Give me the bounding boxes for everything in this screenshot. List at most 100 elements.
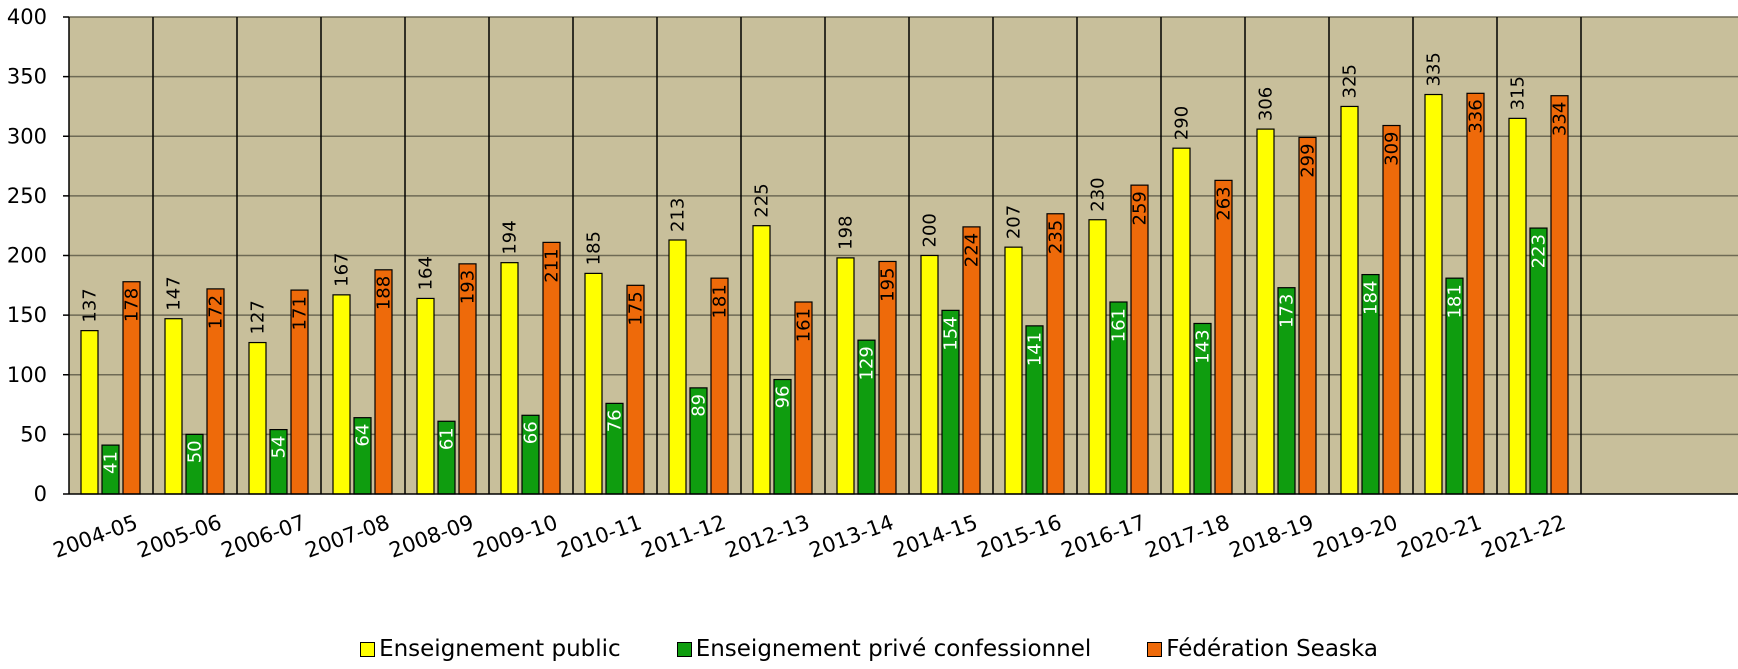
bar xyxy=(1130,184,1149,495)
data-labels-group: 137 41 178 147 50 172 127 54 171 167 64 188 164 61 193… xyxy=(80,52,1571,474)
legend-label-public: Enseignement public xyxy=(379,636,621,662)
data-label: 235 xyxy=(1046,220,1067,254)
data-label: 198 xyxy=(836,216,857,250)
bar xyxy=(500,262,519,495)
data-label: 141 xyxy=(1025,332,1046,366)
bar xyxy=(1382,124,1401,495)
y-tick-label: 350 xyxy=(7,65,47,89)
x-tick-label: 2013-14 xyxy=(806,510,897,563)
data-label: 263 xyxy=(1214,186,1235,220)
legend-swatch-private xyxy=(676,641,692,657)
y-tick-label: 250 xyxy=(7,184,47,208)
data-label: 167 xyxy=(332,252,353,286)
x-tick-label: 2020-21 xyxy=(1394,510,1485,563)
data-label: 193 xyxy=(458,270,479,304)
data-label: 335 xyxy=(1424,52,1445,86)
x-tick-label: 2006-07 xyxy=(218,510,309,563)
data-label: 259 xyxy=(1130,191,1151,225)
x-tick-label: 2010-11 xyxy=(554,510,645,563)
data-label: 195 xyxy=(878,267,899,301)
data-label: 325 xyxy=(1340,64,1361,98)
bar xyxy=(584,272,603,495)
bar xyxy=(1424,93,1443,495)
data-label: 185 xyxy=(584,231,605,265)
data-label: 225 xyxy=(752,183,773,217)
legend-swatch-seaska xyxy=(1147,641,1163,657)
x-tick-label: 2012-13 xyxy=(722,510,813,563)
data-label: 200 xyxy=(920,213,941,247)
data-label: 224 xyxy=(962,233,983,267)
y-tick-label: 0 xyxy=(34,482,47,506)
data-label: 173 xyxy=(1277,294,1298,328)
bar xyxy=(836,257,855,495)
data-label: 194 xyxy=(500,220,521,254)
bar xyxy=(1214,179,1233,495)
x-tick-label: 2011-12 xyxy=(638,510,729,563)
y-tick-label: 100 xyxy=(7,363,47,387)
y-tick-label: 50 xyxy=(20,422,47,446)
y-axis: 0 50 100 150 200 250 300 350 400 xyxy=(7,5,70,506)
data-label: 54 xyxy=(269,436,290,459)
data-label: 336 xyxy=(1466,99,1487,133)
data-label: 41 xyxy=(101,451,122,474)
x-tick-label: 2016-17 xyxy=(1058,510,1149,563)
bar xyxy=(1046,213,1065,495)
data-label: 154 xyxy=(941,316,962,350)
y-tick-label: 400 xyxy=(7,5,47,29)
bar xyxy=(1004,246,1023,495)
data-label: 137 xyxy=(80,288,101,322)
data-label: 172 xyxy=(206,295,227,329)
data-label: 315 xyxy=(1508,76,1529,110)
data-label: 61 xyxy=(437,427,458,450)
data-label: 178 xyxy=(122,288,143,322)
bar xyxy=(1550,95,1569,495)
data-label: 89 xyxy=(689,394,710,417)
data-label: 171 xyxy=(290,296,311,330)
data-label: 76 xyxy=(605,409,626,432)
data-label: 230 xyxy=(1088,177,1109,211)
data-label: 213 xyxy=(668,198,689,232)
x-tick-label: 2017-18 xyxy=(1142,510,1233,563)
bar xyxy=(668,239,687,495)
data-label: 50 xyxy=(185,440,206,463)
data-label: 127 xyxy=(248,300,269,334)
data-label: 207 xyxy=(1004,205,1025,239)
x-tick-label: 2009-10 xyxy=(470,510,561,563)
y-tick-label: 200 xyxy=(7,244,47,268)
data-label: 299 xyxy=(1298,143,1319,177)
data-label: 184 xyxy=(1361,281,1382,315)
legend-label-seaska: Fédération Seaska xyxy=(1166,636,1378,662)
legend-item-seaska: Fédération Seaska xyxy=(1147,636,1378,662)
x-tick-label: 2018-19 xyxy=(1226,510,1317,563)
data-label: 211 xyxy=(542,248,563,282)
data-label: 334 xyxy=(1550,102,1571,136)
bar xyxy=(1256,128,1275,495)
x-tick-label: 2014-15 xyxy=(890,510,981,563)
legend-item-public: Enseignement public xyxy=(360,636,621,662)
data-label: 66 xyxy=(521,421,542,444)
data-label: 181 xyxy=(1445,284,1466,318)
x-tick-label: 2019-20 xyxy=(1310,510,1401,563)
data-label: 96 xyxy=(773,386,794,409)
data-label: 223 xyxy=(1529,234,1550,268)
bar xyxy=(920,254,939,495)
data-label: 143 xyxy=(1193,329,1214,363)
legend-label-private: Enseignement privé confessionnel xyxy=(695,636,1092,662)
legend-item-private: Enseignement privé confessionnel xyxy=(676,636,1092,662)
bar xyxy=(1508,117,1527,495)
data-label: 175 xyxy=(626,291,647,325)
bar xyxy=(752,225,771,495)
data-label: 188 xyxy=(374,276,395,310)
bar xyxy=(1466,92,1485,495)
bar xyxy=(1172,147,1191,495)
legend-swatch-public xyxy=(360,641,376,657)
x-tick-label: 2008-09 xyxy=(386,510,477,563)
data-label: 309 xyxy=(1382,132,1403,166)
x-axis: 2004-052005-062006-072007-082008-092009-… xyxy=(50,493,1738,563)
x-tick-label: 2007-08 xyxy=(302,510,393,563)
data-label: 164 xyxy=(416,256,437,290)
bar xyxy=(416,297,435,495)
bar xyxy=(1340,105,1359,495)
data-label: 290 xyxy=(1172,106,1193,140)
bar xyxy=(164,318,183,495)
